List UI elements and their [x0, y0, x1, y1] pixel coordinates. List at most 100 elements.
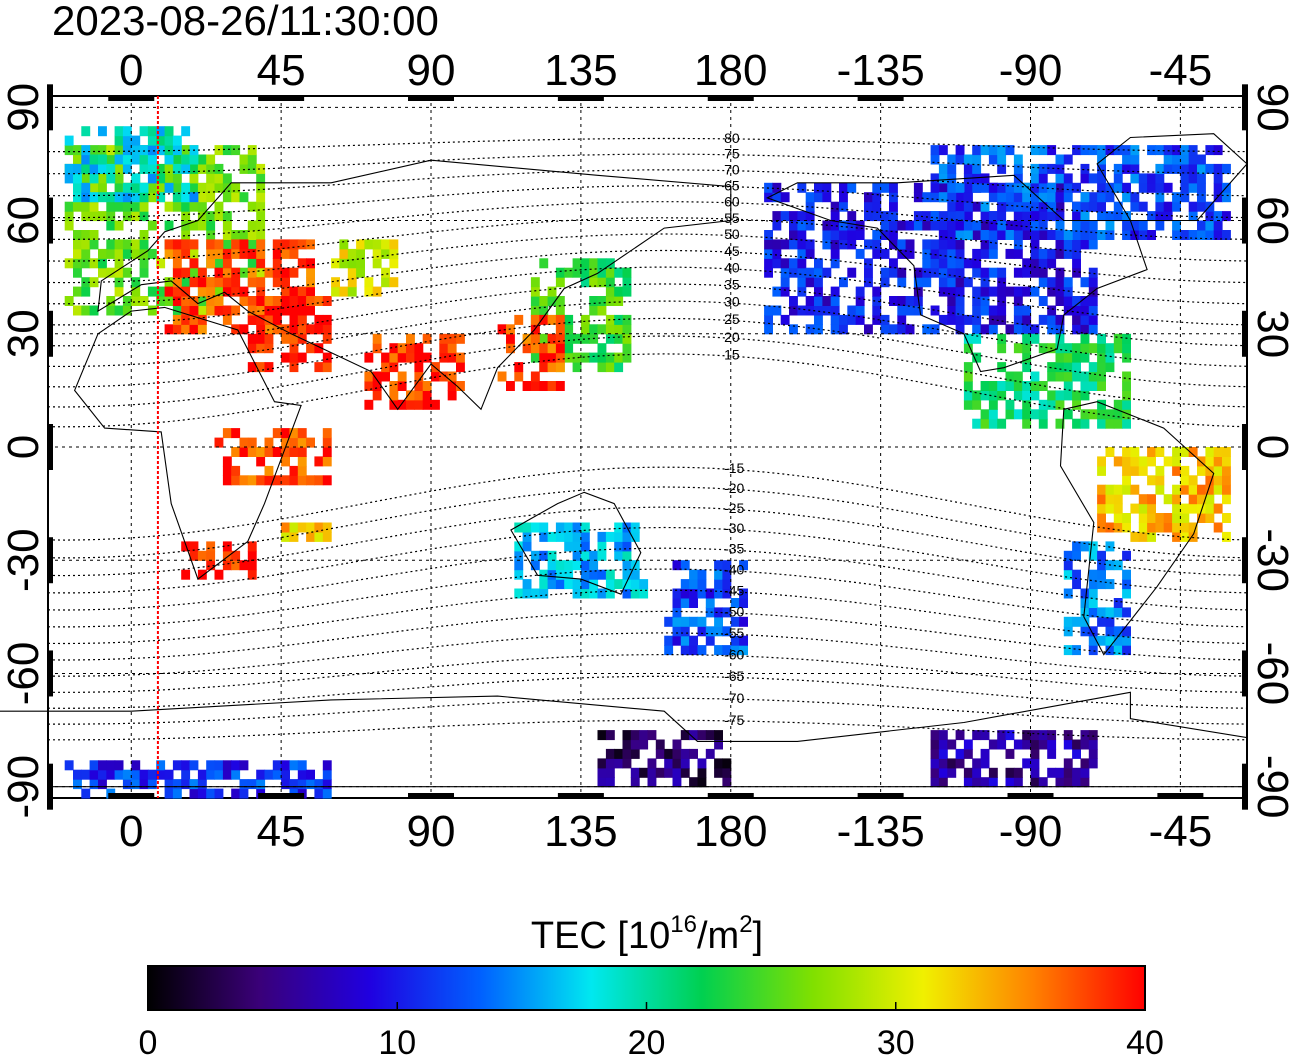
tec-cell — [1105, 484, 1115, 495]
tec-cell — [1005, 182, 1015, 193]
tec-cell — [114, 277, 124, 288]
tec-cell — [1030, 248, 1040, 259]
tec-cell — [256, 182, 266, 193]
tec-cell — [555, 569, 565, 580]
tec-cell — [64, 296, 74, 306]
tec-cell — [1055, 343, 1065, 354]
tec-cell — [81, 769, 91, 780]
tec-cell — [314, 314, 324, 325]
tec-cell — [730, 645, 740, 656]
tec-cell — [580, 314, 590, 325]
tec-cell — [264, 769, 274, 780]
tec-cell — [247, 569, 257, 580]
tec-cell — [1122, 513, 1131, 523]
tec-cell — [1197, 173, 1206, 184]
tec-cell — [1063, 645, 1073, 656]
tec-cell — [1180, 447, 1190, 457]
tec-cell — [1063, 352, 1073, 363]
tec-cell — [289, 333, 299, 344]
contour-label: 20 — [724, 329, 740, 345]
tec-cell — [1038, 192, 1048, 203]
tec-cell — [997, 314, 1007, 325]
tec-cell — [506, 381, 515, 391]
tec-cell — [839, 192, 848, 203]
tec-cell — [1122, 154, 1131, 165]
tec-cell — [1038, 258, 1048, 269]
tec-cell — [139, 182, 149, 193]
tec-cell — [272, 305, 282, 316]
tec-cell — [1022, 220, 1032, 231]
timestamp-title: 2023-08-26/11:30:00 — [52, 0, 439, 44]
tec-cell — [980, 381, 990, 391]
tec-cell — [1130, 484, 1140, 495]
coastline — [510, 491, 642, 595]
tec-cell — [181, 201, 191, 212]
tec-cell — [830, 305, 840, 316]
tec-cell — [905, 324, 915, 335]
tec-cell — [864, 324, 873, 335]
tec-cell — [1172, 522, 1181, 533]
tec-cell — [139, 201, 149, 212]
tec-cell — [247, 541, 257, 552]
tec-cell — [214, 211, 224, 222]
tec-cell — [256, 456, 266, 467]
tec-cell — [622, 550, 632, 561]
tec-cell — [289, 352, 299, 363]
tec-cell — [963, 154, 973, 165]
tec-cell — [81, 145, 91, 156]
tec-cell — [564, 579, 574, 590]
tec-cell — [322, 437, 332, 448]
tec-cell — [1138, 531, 1148, 542]
tec-cell — [605, 314, 615, 325]
tec-cell — [880, 267, 890, 278]
tec-cell — [231, 447, 241, 457]
tec-cell — [322, 456, 332, 467]
tec-cell — [997, 296, 1007, 306]
tec-cell — [122, 126, 132, 137]
tec-cell — [530, 560, 540, 571]
tec-cell — [1180, 173, 1190, 184]
tec-cell — [530, 371, 540, 382]
tec-cell — [1030, 739, 1040, 750]
tec-cell — [980, 730, 990, 741]
tec-cell — [1055, 362, 1065, 373]
colorbar-tick-label: 0 — [139, 1024, 158, 1057]
tec-cell — [1072, 418, 1081, 429]
tec-cell — [73, 305, 82, 316]
tec-cell — [247, 343, 257, 354]
tec-cell — [1047, 258, 1057, 269]
tec-cell — [1197, 503, 1206, 514]
tec-cell — [214, 769, 224, 780]
tec-cell — [947, 182, 957, 193]
lon-tick-top — [408, 95, 455, 101]
tec-cell — [189, 201, 199, 212]
tec-cell — [164, 248, 174, 259]
tec-cell — [1180, 163, 1190, 174]
tec-cell — [1055, 767, 1065, 778]
tec-cell — [630, 531, 640, 542]
tec-cell — [938, 192, 948, 203]
tec-cell — [539, 305, 549, 316]
tec-cell — [947, 739, 957, 750]
tec-cell — [1013, 739, 1023, 750]
tec-cell — [1122, 399, 1131, 410]
contour-label: 30 — [724, 294, 740, 310]
tec-cell — [680, 730, 690, 741]
tec-cell — [397, 399, 407, 410]
tec-cell — [1013, 767, 1023, 778]
tec-cell — [222, 239, 232, 250]
tec-cell — [963, 211, 973, 222]
tec-cell — [722, 777, 732, 788]
contour-label: 45 — [724, 243, 740, 259]
contour-label: -70 — [724, 690, 744, 706]
tec-cell — [247, 305, 257, 316]
tec-cell — [364, 399, 374, 410]
tec-cell — [147, 154, 157, 165]
tec-cell — [639, 579, 649, 590]
tec-cell — [739, 616, 748, 627]
tec-cell — [322, 475, 332, 486]
tec-cell — [1105, 352, 1115, 363]
tec-cell — [780, 211, 790, 222]
tec-cell — [1055, 192, 1065, 203]
tec-cell — [947, 201, 957, 212]
